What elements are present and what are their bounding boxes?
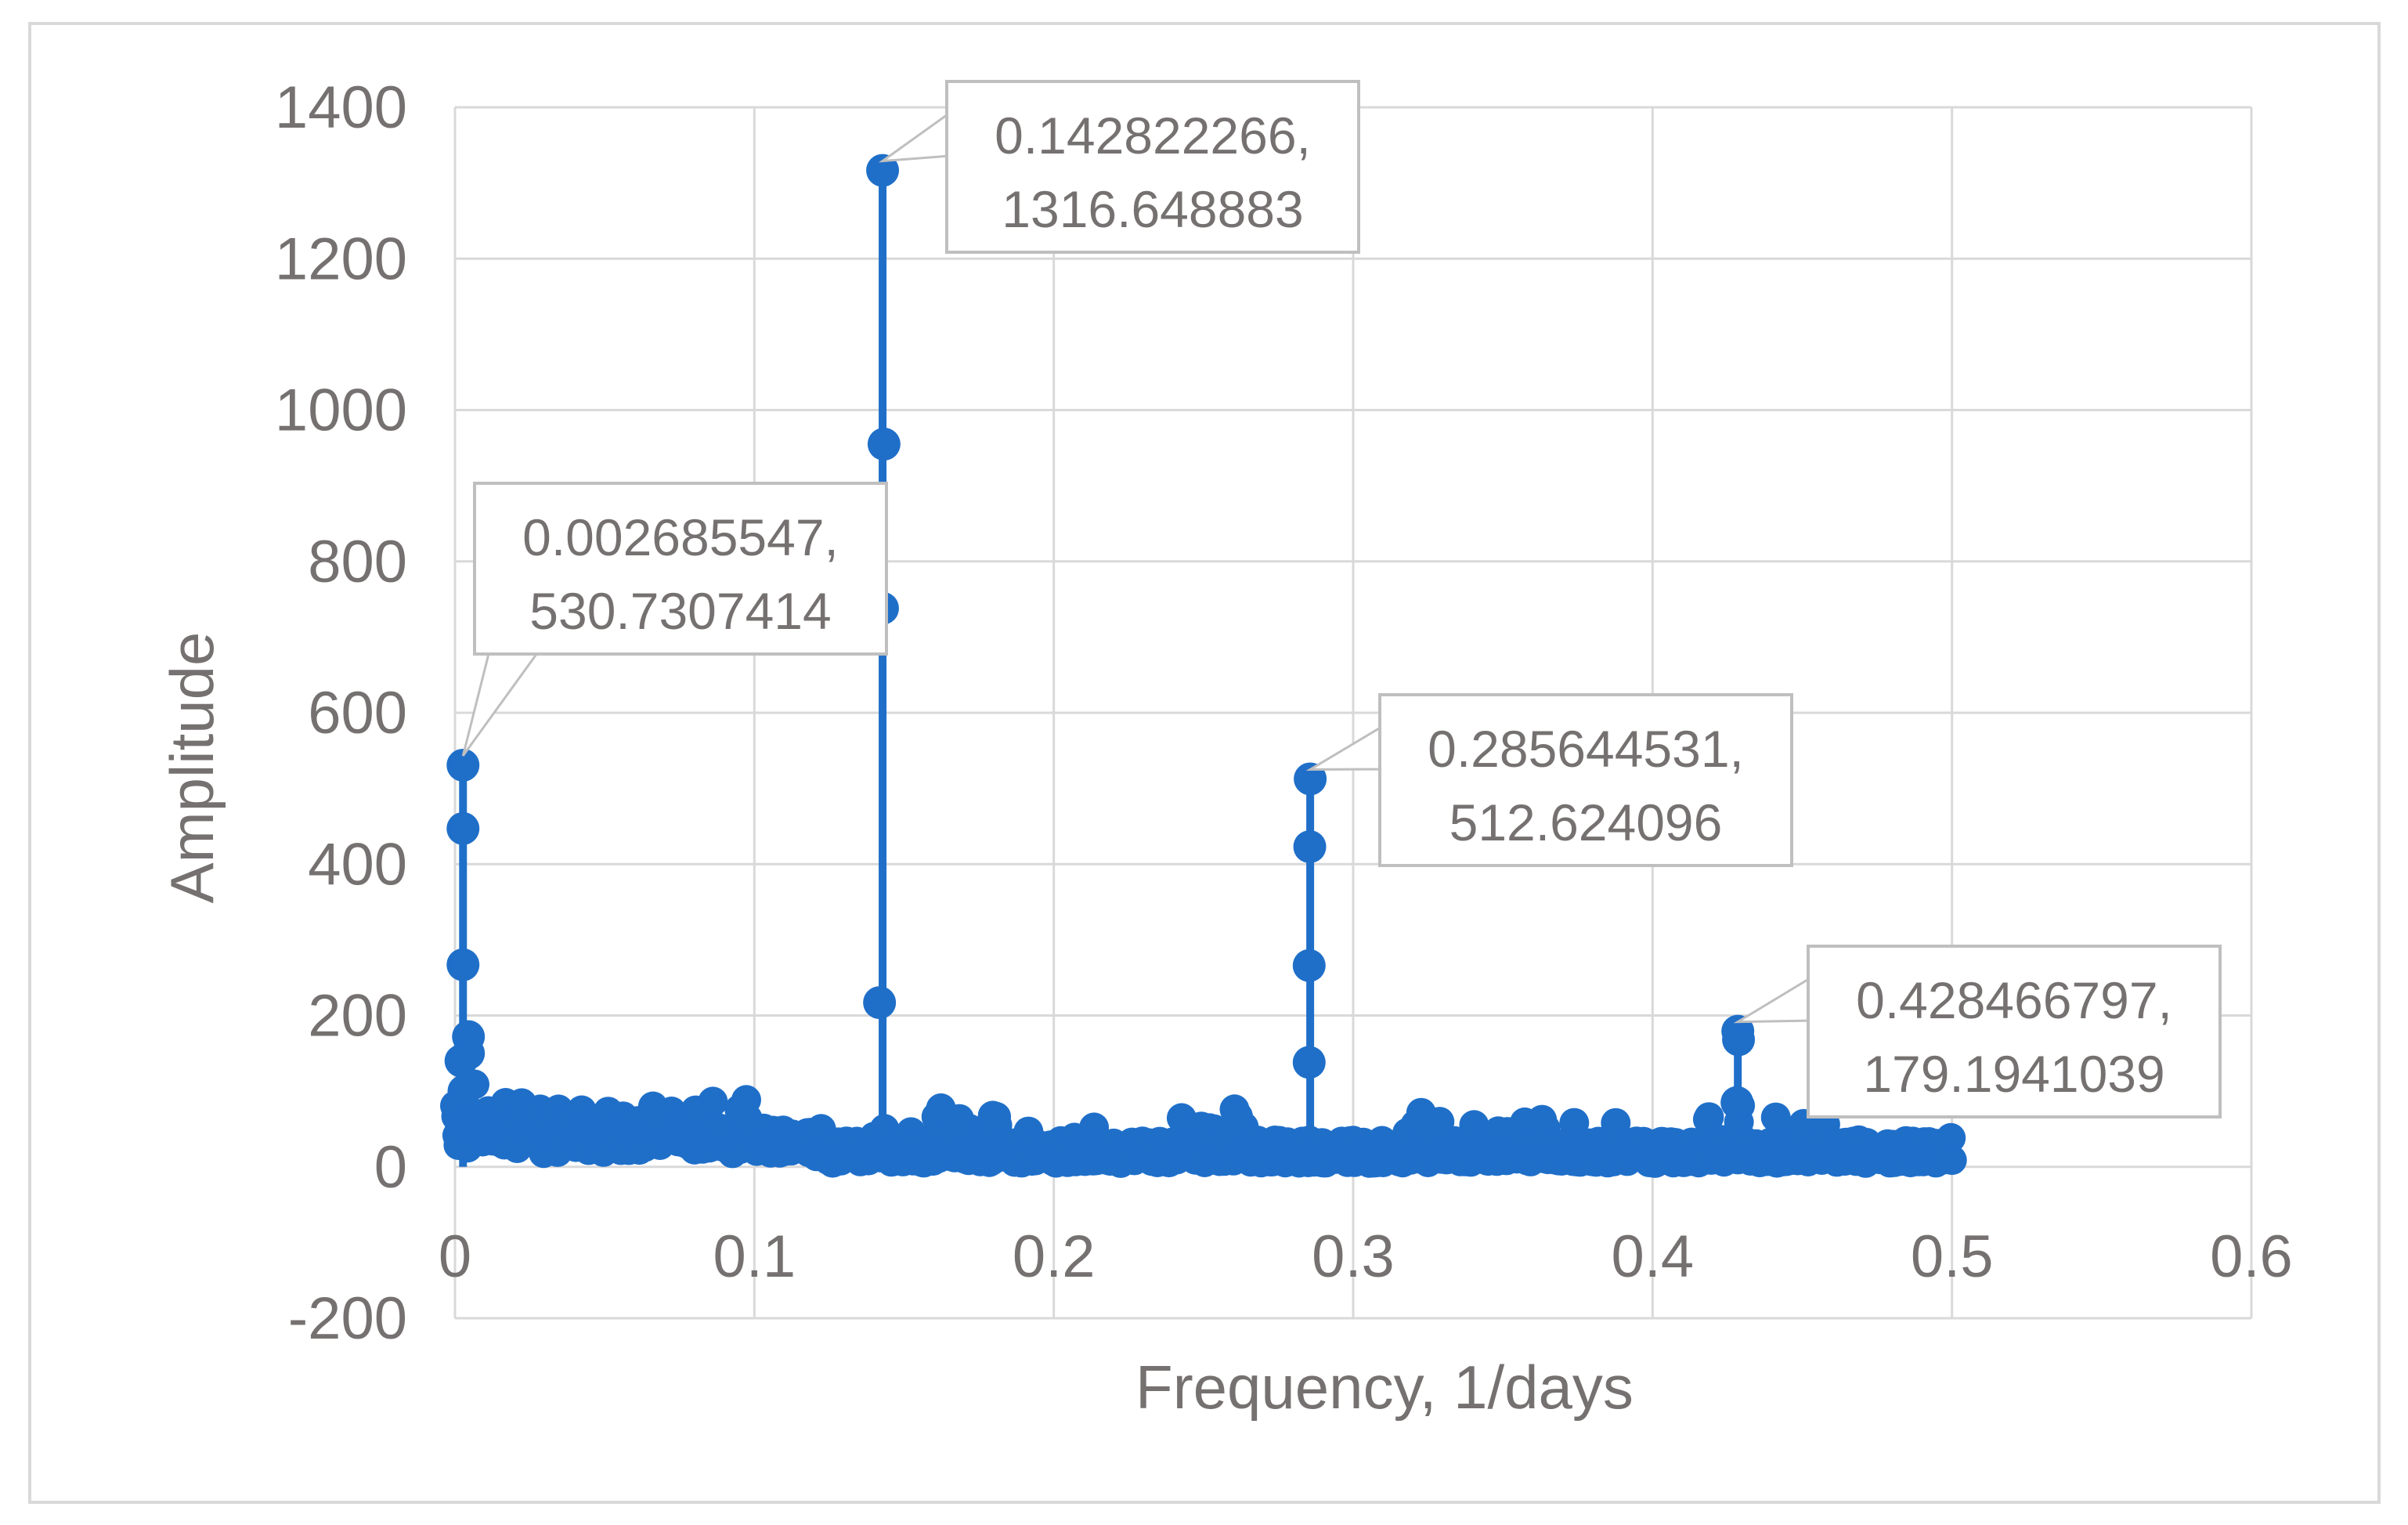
x-tick-label: 0.1 <box>713 1223 796 1290</box>
x-tick-label: 0.6 <box>2210 1223 2293 1290</box>
peak-data-point <box>1292 949 1326 982</box>
x-tick-label: 0.2 <box>1013 1223 1096 1290</box>
callout-line-1: 0.002685547, <box>522 508 839 566</box>
data-point <box>1936 1122 1966 1153</box>
chart-frame: 0.002685547, 530.7307414 0.142822266, 1316.… <box>28 22 2381 1504</box>
peak-data-point <box>446 748 480 782</box>
x-tick-label: 0.3 <box>1312 1223 1395 1290</box>
callout-line-2: 179.1941039 <box>1863 1045 2164 1103</box>
callout-box <box>1378 693 1793 867</box>
x-axis-label: Frequency, 1/days <box>1135 1353 1634 1422</box>
callout-line-1: 0.142822266, <box>995 107 1311 164</box>
data-callout: 0.285644531, 512.624096 <box>1305 693 1793 867</box>
data-point <box>1694 1102 1724 1133</box>
data-callout: 0.142822266, 1316.648883 <box>878 80 1360 254</box>
peak-data-point <box>1720 1086 1754 1119</box>
y-tick-label: 200 <box>308 983 407 1050</box>
callout-line-2: 512.624096 <box>1449 793 1723 851</box>
y-tick-label: -200 <box>288 1285 407 1352</box>
peak-data-point <box>863 986 897 1020</box>
y-tick-label: 400 <box>308 831 407 898</box>
y-axis-label: Amplitude <box>157 632 226 904</box>
x-tick-label: 0.5 <box>1911 1223 1994 1290</box>
peak-data-point <box>1294 762 1327 796</box>
peak-data-point <box>866 154 900 187</box>
data-point <box>698 1086 728 1117</box>
callout-pointer <box>1305 724 1385 771</box>
peak-data-point <box>1722 1023 1756 1057</box>
peak-data-point <box>444 1044 478 1078</box>
peak-data-point <box>446 811 480 845</box>
callout-line-1: 0.285644531, <box>1428 720 1744 778</box>
callout-line-1: 0.428466797, <box>1856 971 2172 1029</box>
x-tick-label: 0 <box>439 1223 471 1290</box>
chart-svg: 0.002685547, 530.7307414 0.142822266, 1316.… <box>157 74 2293 1422</box>
data-callout: 0.428466797, 179.1941039 <box>1733 945 2222 1118</box>
callout-box <box>1807 945 2222 1118</box>
peak-data-point <box>1293 830 1327 864</box>
peak-data-point <box>446 948 480 981</box>
axes: -200 0 200 400 600 800 1000 1200 1400 0 0.1 0.2 0.3 0… <box>157 74 2293 1422</box>
callout-line-2: 1316.648883 <box>1002 180 1303 238</box>
peak-data-point <box>447 1075 481 1108</box>
y-tick-label: 1200 <box>275 226 407 292</box>
y-tick-label: 1000 <box>275 378 407 444</box>
callout-box <box>945 80 1360 254</box>
callout-pointer <box>1733 975 1813 1024</box>
data-callouts: 0.002685547, 530.7307414 0.142822266, 1316.… <box>461 80 2222 1118</box>
y-tick-label: 0 <box>374 1134 407 1201</box>
peak-data-point <box>1292 1046 1326 1079</box>
callout-box <box>473 482 888 656</box>
callout-pointer <box>878 110 951 163</box>
amplitude-series <box>440 154 1967 1178</box>
callout-pointer <box>461 646 543 757</box>
callout-line-2: 530.7307414 <box>529 582 831 640</box>
peak-data-point <box>867 427 901 461</box>
x-tick-label: 0.4 <box>1612 1223 1695 1290</box>
y-tick-label: 600 <box>308 680 407 746</box>
data-point <box>1937 1145 1967 1176</box>
y-tick-label: 1400 <box>275 74 407 141</box>
data-callout: 0.002685547, 530.7307414 <box>461 482 888 757</box>
y-tick-label: 800 <box>308 529 407 595</box>
